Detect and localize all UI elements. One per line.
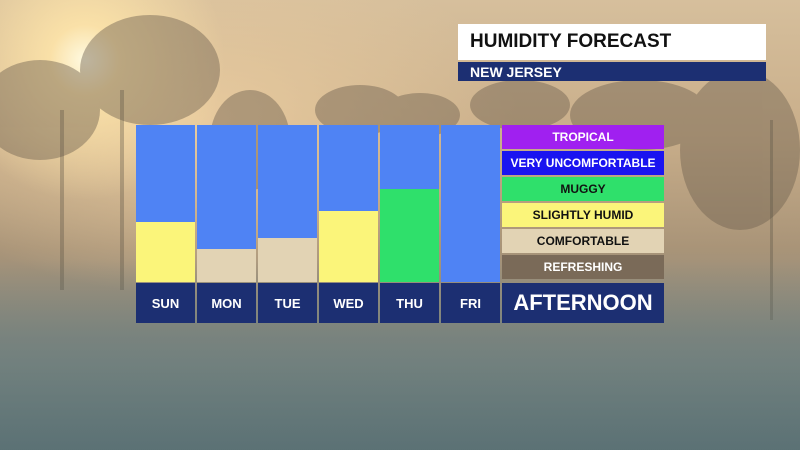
day-label-mon: MON [197, 283, 256, 323]
period-label: AFTERNOON [502, 283, 664, 323]
day-label-wed: WED [319, 283, 378, 323]
day-label-sun: SUN [136, 283, 195, 323]
legend-item-muggy: MUGGY [502, 177, 664, 201]
day-column-sun [136, 125, 195, 282]
legend-item-slightly-humid: SLIGHTLY HUMID [502, 203, 664, 227]
region-subtitle-box: NEW JERSEY [458, 62, 766, 81]
legend-item-very-uncomfortable: VERY UNCOMFORTABLE [502, 151, 664, 175]
day-label-tue: TUE [258, 283, 317, 323]
day-label-fri: FRI [441, 283, 500, 323]
day-column-thu [380, 125, 439, 282]
day-fill-mon [197, 249, 256, 282]
day-fill-sun [136, 222, 195, 282]
day-column-tue [258, 125, 317, 282]
day-label-thu: THU [380, 283, 439, 323]
legend-item-refreshing: REFRESHING [502, 255, 664, 279]
legend-item-tropical: TROPICAL [502, 125, 664, 149]
day-fill-thu [380, 189, 439, 282]
forecast-title: HUMIDITY FORECAST [470, 31, 672, 52]
region-subtitle: NEW JERSEY [470, 63, 562, 80]
legend-item-comfortable: COMFORTABLE [502, 229, 664, 253]
humidity-chart: SUN MON TUE WED THU FRI TROPICAL VERY UN… [136, 125, 664, 323]
day-column-wed [319, 125, 378, 282]
day-column-mon [197, 125, 256, 282]
forecast-title-box: HUMIDITY FORECAST [458, 24, 766, 60]
day-fill-wed [319, 211, 378, 282]
day-column-fri [441, 125, 500, 282]
day-fill-tue [258, 238, 317, 282]
